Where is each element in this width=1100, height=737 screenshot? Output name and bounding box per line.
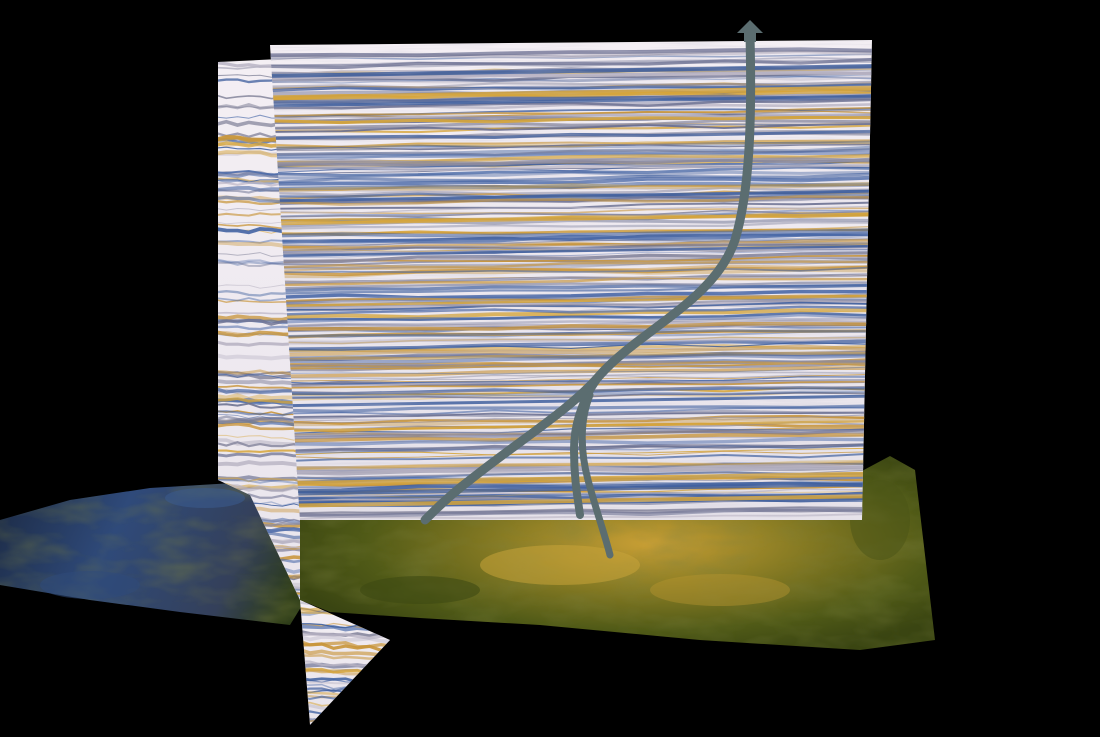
seismic-reflector	[218, 623, 300, 631]
seismic-reflector	[218, 649, 300, 657]
seismic-reflector	[215, 724, 305, 729]
seismic-reflector	[218, 410, 300, 417]
seismic-reflector	[300, 642, 390, 652]
seismic-reflector	[218, 632, 300, 638]
seismic-reflector	[300, 722, 390, 725]
seismic-reflector	[218, 690, 300, 697]
seismic-reflector	[215, 721, 305, 726]
well-trajectories	[420, 30, 756, 559]
seismic-reflector	[218, 384, 300, 390]
seismic-reflector	[218, 386, 300, 395]
seismic-reflector	[218, 369, 300, 377]
seismic-reflector	[218, 434, 300, 441]
seismic-reflector	[218, 374, 300, 380]
seismic-reflector	[218, 632, 300, 639]
seismic-reflector	[218, 673, 300, 679]
seismic-reflector	[218, 402, 300, 410]
seismic-reflector	[215, 729, 305, 732]
seismic-reflector	[218, 631, 300, 638]
seismic-reflector	[218, 441, 300, 448]
seismic-reflector	[218, 413, 300, 421]
horizon-surface-west	[0, 482, 330, 625]
seismic-reflector	[218, 658, 300, 662]
seismic-reflector	[218, 716, 300, 720]
seismic-reflector	[218, 477, 300, 483]
well-path-main	[420, 30, 756, 525]
seismic-reflector	[218, 478, 300, 485]
seismic-reflector	[300, 634, 390, 644]
seismic-reflector	[218, 460, 300, 468]
seismic-reflector	[215, 726, 305, 728]
seismic-reflector	[218, 422, 300, 431]
seismic-reflector	[218, 449, 300, 456]
seismic-reflector	[218, 672, 300, 681]
seismic-reflector	[218, 642, 300, 649]
seismic-reflector	[218, 452, 300, 458]
seismic-reflector	[218, 677, 300, 687]
seismic-reflector	[218, 653, 300, 660]
seismic-reflector	[300, 632, 390, 640]
seismic-reflector	[218, 660, 300, 668]
seismic-reflector	[215, 724, 305, 728]
seismic-reflector	[218, 378, 300, 388]
seismic-reflector	[218, 633, 300, 640]
seismic-reflector	[218, 661, 300, 668]
well-head-marker	[737, 20, 763, 42]
seismic-reflector	[218, 699, 300, 706]
seismic-reflector	[218, 634, 300, 640]
seismic-reflector	[218, 622, 300, 629]
seismic-reflector	[218, 626, 300, 633]
well-path-branch-b	[578, 391, 614, 559]
seismic-reflector	[218, 625, 300, 632]
seismic-reflector	[218, 631, 300, 639]
seismic-reflector	[215, 728, 305, 732]
seismic-reflector	[218, 393, 300, 401]
seismic-reflector	[218, 397, 300, 405]
seismic-reflector	[218, 711, 300, 718]
seismic-reflector	[218, 699, 300, 707]
seismic-reflector	[218, 690, 300, 696]
seismic-crossline-lower	[300, 600, 390, 725]
